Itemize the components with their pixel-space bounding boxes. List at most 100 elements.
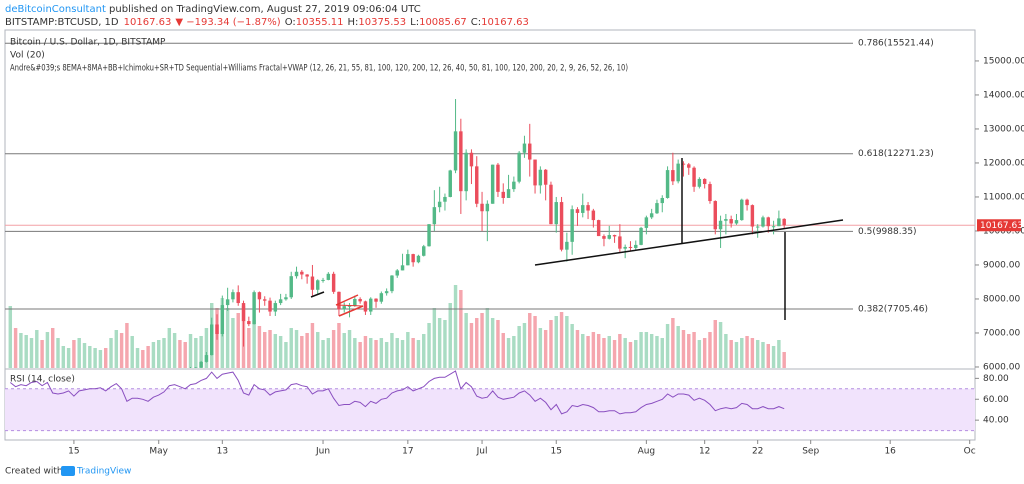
volume-bar — [543, 330, 548, 368]
volume-bar — [485, 308, 490, 368]
volume-bar — [591, 332, 596, 368]
logo — [61, 466, 75, 476]
candle-body — [411, 254, 415, 263]
fib-label: 0.5(9988.35) — [858, 227, 917, 237]
volume-bar — [247, 328, 251, 368]
volume-bar — [427, 323, 431, 368]
candle-body — [305, 274, 309, 277]
volume-bar — [204, 328, 209, 368]
candle-body — [660, 197, 664, 204]
volume-bar — [607, 336, 611, 368]
candle-body — [173, 373, 176, 375]
volume-bar — [263, 332, 267, 368]
candle-body — [570, 209, 574, 242]
candle-body — [718, 220, 723, 230]
ohlc-key: C: — [471, 17, 481, 28]
volume-bar — [655, 336, 659, 368]
volume-bar — [469, 323, 474, 368]
x-tick-label: Jun — [315, 447, 330, 457]
volume-bar — [649, 334, 654, 368]
candle-body — [708, 184, 712, 202]
candle-body — [618, 236, 622, 249]
candle-body — [740, 199, 744, 221]
candle-body — [168, 375, 171, 384]
candle-body — [761, 217, 765, 227]
volume-bar — [252, 320, 256, 368]
x-tick-label: Sep — [802, 447, 819, 457]
volume-bar — [771, 346, 776, 368]
rsi-pane — [5, 370, 975, 432]
last-price-box — [977, 219, 1021, 232]
volume-bar — [151, 342, 156, 368]
candle-body — [602, 236, 606, 239]
volume-bar — [448, 303, 452, 368]
volume-bar — [681, 330, 686, 368]
volume-bar — [687, 334, 691, 368]
x-tick-label: 15 — [68, 447, 79, 457]
volume-bar — [268, 330, 272, 368]
candle-body — [278, 299, 283, 304]
volume-bar — [777, 340, 781, 368]
volume-bar — [549, 320, 553, 368]
candle-body — [194, 367, 198, 368]
candle-body — [475, 166, 479, 204]
volume-bar — [522, 323, 527, 368]
candle-body — [178, 373, 181, 375]
candle-body — [459, 131, 463, 192]
volume-bar — [623, 338, 627, 368]
candle-body — [395, 270, 399, 276]
last-price: 10167.63 — [124, 17, 172, 28]
chart-title: Bitcoin / U.S. Dollar, 1D, BITSTAMP — [10, 38, 166, 48]
volume-bar — [602, 338, 606, 368]
volume-bar — [570, 324, 574, 368]
candle-body — [745, 199, 749, 206]
volume-bar — [634, 340, 638, 368]
volume-bar — [77, 338, 81, 368]
volume-bar — [501, 333, 505, 368]
candle-body — [369, 298, 373, 312]
volume-bar — [559, 312, 564, 368]
volume-bar — [750, 338, 755, 368]
candle-body — [596, 220, 601, 237]
candle-body — [326, 273, 331, 280]
candle-body — [464, 152, 468, 192]
volume-bar — [565, 316, 569, 368]
volume-bar — [316, 332, 320, 368]
author[interactable]: deBitcoinConsultant — [5, 4, 106, 15]
candle-body — [236, 292, 240, 304]
rsi-tick-label: 40.00 — [983, 416, 1009, 426]
volume-bar — [98, 350, 103, 368]
volume-bar — [581, 334, 585, 368]
candle-body — [559, 202, 564, 250]
x-tick-label: 15 — [551, 447, 562, 457]
y-tick-label: 11000.00 — [983, 192, 1024, 202]
candle-body — [316, 280, 320, 290]
candle-body — [538, 169, 543, 186]
candle-body — [231, 292, 235, 300]
volume-bar — [734, 342, 739, 368]
volume-bar — [490, 318, 495, 368]
candle-body — [342, 306, 346, 310]
volume-bar — [400, 340, 405, 368]
candle-body — [257, 292, 262, 300]
volume-bar — [331, 330, 336, 368]
candle-body — [268, 300, 272, 312]
volume-bar — [109, 338, 113, 368]
candle-body — [162, 384, 165, 387]
candle-body — [565, 241, 569, 250]
volume-bar — [443, 320, 447, 368]
volume-bar — [506, 338, 511, 368]
candle-body — [702, 178, 707, 185]
volume-bar — [231, 318, 235, 368]
volume-bar — [358, 342, 362, 368]
volume-bar — [612, 340, 617, 368]
drawing-line — [310, 291, 325, 298]
candle-body — [337, 291, 341, 310]
footer-text: Created with — [5, 467, 63, 477]
candle-body — [120, 384, 123, 386]
volume-bar — [72, 340, 76, 368]
volume-bar — [411, 338, 415, 368]
footer-brand[interactable]: TradingView — [76, 467, 131, 477]
ohlc-value: 10085.67 — [419, 17, 467, 28]
volume-bar — [300, 336, 304, 368]
